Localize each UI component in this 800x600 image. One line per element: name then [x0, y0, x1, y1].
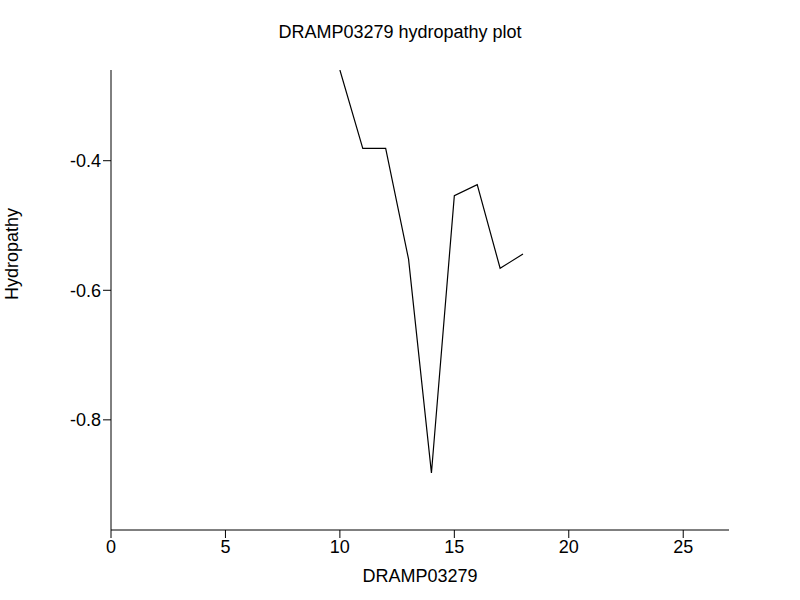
svg-text:15: 15 — [444, 537, 464, 557]
svg-text:0: 0 — [106, 537, 116, 557]
svg-text:5: 5 — [220, 537, 230, 557]
svg-text:10: 10 — [330, 537, 350, 557]
html-text:DRAMP03279 hydropathy plot: DRAMP03279 hydropathy plot — [278, 22, 522, 42]
svg-text:-0.8: -0.8 — [70, 410, 101, 430]
svg-text:25: 25 — [673, 537, 693, 557]
svg-text:-0.4: -0.4 — [70, 151, 101, 171]
svg-text:20: 20 — [559, 537, 579, 557]
svg-text:DRAMP03279: DRAMP03279 — [362, 566, 477, 586]
svg-text:-0.6: -0.6 — [70, 281, 101, 301]
svg-text:Hydropathy: Hydropathy — [8, 208, 22, 300]
